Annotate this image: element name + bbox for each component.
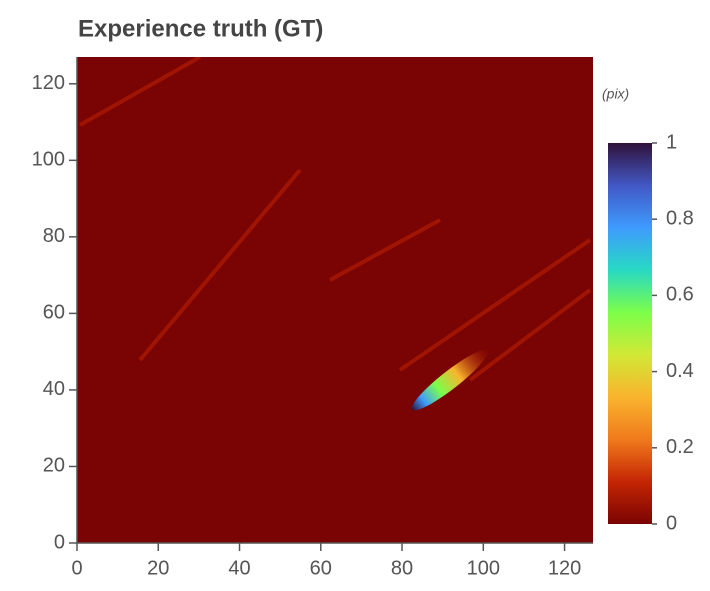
y-tick-label: 100	[32, 149, 65, 171]
y-tick-label: 20	[43, 455, 65, 477]
heatmap	[77, 57, 593, 543]
x-tick-label: 0	[71, 557, 82, 579]
heatmap-streaks	[79, 57, 592, 382]
streak	[329, 218, 441, 282]
colorbar-label: (pix)	[602, 86, 629, 102]
heatmap-peak	[411, 349, 489, 411]
colorbar-tick-label: 0.8	[666, 207, 694, 229]
colorbar-tick-label: 0	[666, 512, 677, 534]
y-tick-label: 0	[54, 531, 65, 553]
x-tick-label: 20	[147, 557, 169, 579]
streak	[138, 168, 302, 362]
x-tick-label: 40	[228, 557, 250, 579]
streak	[398, 238, 592, 372]
streak	[79, 57, 201, 127]
x-tick-label: 60	[310, 557, 332, 579]
y-tick-label: 60	[43, 302, 65, 324]
heatmap-background	[77, 57, 593, 543]
colorbar-tick-label: 1	[666, 131, 677, 153]
x-tick-label: 80	[391, 557, 413, 579]
colorbar-tick-label: 0.6	[666, 284, 694, 306]
y-tick-label: 120	[32, 72, 65, 94]
x-tick-label: 100	[467, 557, 500, 579]
colorbar	[608, 143, 652, 524]
streak	[468, 288, 592, 382]
y-tick-label: 40	[43, 378, 65, 400]
y-tick-label: 80	[43, 225, 65, 247]
colorbar-tick-label: 0.2	[666, 436, 694, 458]
colorbar-tick-label: 0.4	[666, 360, 694, 382]
chart-title: Experience truth (GT)	[78, 15, 323, 42]
x-tick-label: 120	[548, 557, 581, 579]
